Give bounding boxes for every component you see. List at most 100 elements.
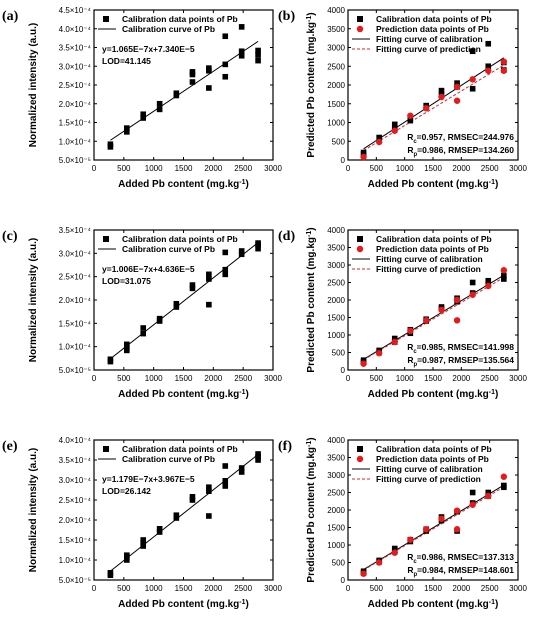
y-tick-label: 5.0×10⁻⁵ [59,576,91,585]
calibration-point [107,141,114,148]
panel-label: (e) [2,439,18,454]
legend-label: Calibration data points of Pb [376,14,492,24]
y-tick-label: 2.0×10⁻⁴ [59,296,92,305]
y-tick-label: 3.0×10⁻⁴ [59,476,92,485]
y-tick-label: 1500 [327,100,345,109]
y-tick-label: 500 [332,349,346,358]
prediction-point [407,327,414,334]
y-tick-label: 500 [332,137,346,146]
calibration-point [124,129,130,135]
calibration-point [238,48,245,55]
panel-label: (a) [2,9,19,24]
fitting-curve-calibration [363,484,505,570]
y-tick-label: 3500 [327,244,345,253]
calibration-point [391,121,398,128]
calibration-point [124,344,130,351]
legend-marker-calibration [357,236,363,242]
legend-label: Calibration data points of Pb [122,444,238,454]
equation-annotation: y=1.065E−7x+7.340E−5 [102,44,195,54]
calibration-point [156,100,163,107]
prediction-point [453,507,461,514]
prediction-stats: Rp=0.984, RMSEP=148.601 [407,565,514,578]
x-axis-label: Added Pb content (mg.kg-1) [118,599,249,611]
legend: Calibration data points of PbCalibration… [98,14,238,34]
prediction-point [423,526,430,533]
y-tick-label: 1000 [327,119,345,128]
panel-label: (c) [2,229,18,244]
x-tick-label: 500 [117,164,131,173]
prediction-stats: Rp=0.987, RMSEP=135.564 [407,355,514,368]
prediction-point [375,138,383,146]
prediction-point [391,549,398,556]
x-tick-label: 3000 [264,374,282,383]
prediction-point [469,76,476,83]
calibration-point [156,315,163,322]
x-tick-label: 2000 [204,584,222,593]
calibration-curve [110,40,259,141]
calibration-point [501,482,507,489]
y-tick-label: 3000 [327,471,345,480]
prediction-point [453,317,461,324]
y-tick-label: 2.5×10⁻⁴ [59,273,92,282]
y-tick-label: 1500 [327,314,345,323]
calibration-point [238,465,245,471]
y-tick-label: 1.5×10⁻⁴ [59,536,92,545]
y-tick-label: 3000 [327,261,345,270]
calibration-point [206,271,212,278]
panel-e: (e) 0 500 1000 1500 2000 2500 3000 5.0×10⁻⁵ 1.0×1… [2,436,282,610]
prediction-point [407,536,414,543]
x-tick-label: 0 [346,584,351,593]
x-tick-label: 2500 [234,164,252,173]
prediction-point [360,153,367,161]
x-tick-label: 1500 [175,374,193,383]
x-tick-label: 2000 [452,584,470,593]
calibration-point [255,52,261,58]
y-tick-label: 2000 [327,81,345,90]
calibration-point [206,301,212,308]
prediction-point [500,267,508,274]
calibration-point [173,90,180,97]
legend-label: Fitting curve of calibration [376,464,483,474]
y-axis-label: Predicted Pb content (mg.kg-1) [306,437,318,582]
legend-marker-prediction [356,455,364,463]
x-tick-label: 0 [92,584,97,593]
y-tick-label: 2500 [327,279,345,288]
calibration-point [222,249,229,256]
fitting-curve-prediction [363,64,505,151]
y-tick-label: 1.5×10⁻⁴ [59,319,92,328]
calibration-point [454,80,460,86]
calibration-point [189,285,196,292]
calibration-point [189,494,196,500]
y-axis-label: Normalized intensity (a.u.) [28,448,39,572]
y-tick-label: 2500 [327,489,345,498]
y-tick-label: 4.0×10⁻⁴ [59,25,92,34]
calibration-point [485,489,492,496]
calibration-point [140,325,147,331]
y-tick-label: 3.5×10⁻⁴ [59,44,92,53]
fitting-curve-prediction [363,486,505,571]
x-tick-label: 1000 [396,164,414,173]
panel-label: (f) [278,439,292,454]
calibration-point [156,529,163,535]
x-tick-label: 500 [370,164,384,173]
x-tick-label: 1000 [396,374,414,383]
y-tick-label: 2.0×10⁻⁴ [59,100,92,109]
y-tick-label: 2000 [327,506,345,515]
legend-label: Prediction data points of Pb [376,244,489,254]
prediction-point [423,105,430,112]
calibration-point [124,557,130,563]
equation-annotation: y=1.179E−7x+3.967E−5 [102,474,195,484]
prediction-stats: Rp=0.986, RMSEP=134.260 [407,145,514,158]
x-axis-label: Added Pb content (mg.kg-1) [368,179,499,191]
legend-label: Calibration data points of Pb [376,444,492,454]
calibration-point [438,87,445,94]
x-tick-label: 2000 [452,164,470,173]
x-tick-label: 3000 [264,164,282,173]
prediction-point [453,296,461,304]
legend-marker-prediction [356,25,364,33]
prediction-point [500,67,508,74]
y-tick-label: 2.5×10⁻⁴ [59,496,92,505]
calibration-stats: Rc=0.986, RMSEC=137.313 [407,552,514,565]
calibration-point [189,282,196,288]
y-tick-label: 5.0×10⁻⁵ [59,156,91,165]
